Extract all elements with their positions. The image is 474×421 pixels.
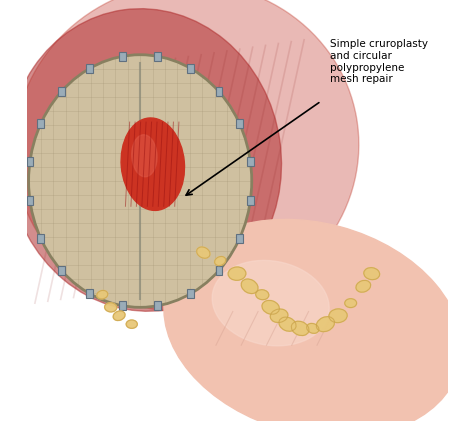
- FancyBboxPatch shape: [119, 301, 126, 310]
- FancyBboxPatch shape: [37, 234, 44, 243]
- Ellipse shape: [241, 279, 258, 293]
- Ellipse shape: [132, 135, 157, 177]
- Ellipse shape: [307, 323, 319, 333]
- Ellipse shape: [97, 290, 108, 299]
- Ellipse shape: [164, 219, 462, 421]
- Ellipse shape: [28, 55, 252, 307]
- FancyBboxPatch shape: [27, 196, 33, 205]
- FancyBboxPatch shape: [236, 119, 243, 128]
- FancyBboxPatch shape: [86, 64, 93, 73]
- Ellipse shape: [255, 290, 269, 300]
- FancyBboxPatch shape: [86, 289, 93, 298]
- FancyBboxPatch shape: [236, 234, 243, 243]
- FancyBboxPatch shape: [247, 196, 254, 205]
- Ellipse shape: [228, 267, 246, 280]
- FancyBboxPatch shape: [216, 87, 222, 96]
- Ellipse shape: [7, 9, 282, 311]
- Ellipse shape: [113, 311, 125, 320]
- Ellipse shape: [212, 261, 329, 346]
- Ellipse shape: [364, 268, 380, 280]
- Ellipse shape: [292, 321, 309, 336]
- FancyBboxPatch shape: [154, 301, 161, 310]
- Ellipse shape: [121, 118, 184, 210]
- Ellipse shape: [126, 320, 137, 328]
- Ellipse shape: [329, 309, 347, 322]
- FancyBboxPatch shape: [216, 266, 222, 275]
- FancyBboxPatch shape: [119, 52, 126, 61]
- Ellipse shape: [279, 317, 296, 331]
- FancyBboxPatch shape: [58, 266, 64, 275]
- FancyBboxPatch shape: [37, 119, 44, 128]
- Ellipse shape: [345, 298, 356, 308]
- FancyBboxPatch shape: [154, 52, 161, 61]
- Ellipse shape: [262, 301, 279, 314]
- Ellipse shape: [215, 256, 226, 266]
- Ellipse shape: [270, 309, 288, 322]
- Text: Simple cruroplasty
and circular
polypropylene
mesh repair: Simple cruroplasty and circular polyprop…: [329, 40, 428, 84]
- Ellipse shape: [356, 280, 371, 292]
- FancyBboxPatch shape: [247, 157, 254, 166]
- Ellipse shape: [105, 303, 117, 312]
- FancyBboxPatch shape: [187, 289, 194, 298]
- FancyBboxPatch shape: [27, 157, 33, 166]
- Ellipse shape: [316, 317, 335, 332]
- Ellipse shape: [14, 0, 359, 312]
- FancyBboxPatch shape: [187, 64, 194, 73]
- FancyBboxPatch shape: [58, 87, 64, 96]
- Ellipse shape: [197, 247, 210, 258]
